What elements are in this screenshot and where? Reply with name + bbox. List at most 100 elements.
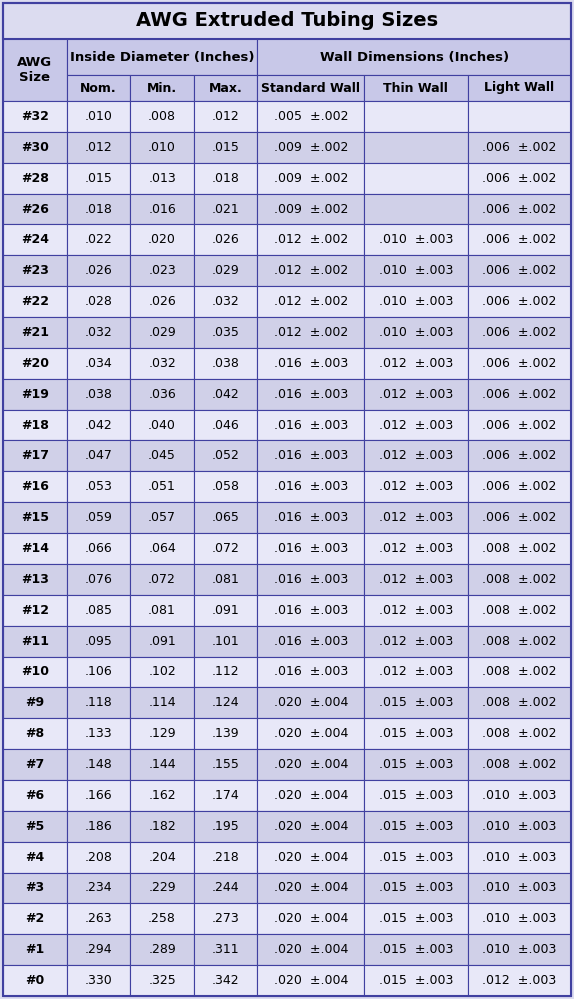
Text: .006  ±.002: .006 ±.002	[482, 357, 557, 370]
Bar	[194, 780, 258, 811]
Bar	[364, 379, 468, 410]
Bar	[130, 563, 194, 594]
Bar	[130, 472, 194, 502]
Bar	[364, 563, 468, 594]
Bar	[468, 872, 571, 903]
Text: #28: #28	[21, 172, 49, 185]
Bar	[67, 780, 130, 811]
Text: .008  ±.002: .008 ±.002	[482, 572, 557, 585]
Text: .010  ±.003: .010 ±.003	[379, 265, 453, 278]
Bar	[364, 194, 468, 225]
Bar	[130, 286, 194, 317]
Text: .064: .064	[148, 542, 176, 555]
Text: .016  ±.003: .016 ±.003	[274, 572, 348, 585]
Bar	[258, 39, 571, 75]
Bar	[194, 379, 258, 410]
Text: .229: .229	[148, 881, 176, 894]
Text: .008  ±.002: .008 ±.002	[482, 665, 557, 678]
Text: Max.: Max.	[209, 82, 243, 95]
Text: .015  ±.003: .015 ±.003	[379, 943, 453, 956]
Bar	[364, 533, 468, 563]
Text: .091: .091	[148, 634, 176, 647]
Bar	[194, 811, 258, 842]
Bar	[364, 594, 468, 625]
Text: .012  ±.003: .012 ±.003	[379, 603, 453, 616]
Text: .012  ±.003: .012 ±.003	[379, 481, 453, 494]
Bar	[258, 317, 364, 348]
Text: .118: .118	[84, 696, 113, 709]
Bar	[194, 718, 258, 749]
Text: .006  ±.002: .006 ±.002	[482, 265, 557, 278]
Text: .016  ±.003: .016 ±.003	[274, 388, 348, 401]
Bar	[364, 502, 468, 533]
Bar	[3, 656, 67, 687]
Bar	[258, 749, 364, 780]
Text: .008: .008	[148, 110, 176, 123]
Text: .010  ±.003: .010 ±.003	[482, 943, 557, 956]
Bar	[130, 410, 194, 441]
Bar	[258, 903, 364, 934]
Text: #24: #24	[21, 234, 49, 247]
Bar	[364, 132, 468, 163]
Text: .006  ±.002: .006 ±.002	[482, 234, 557, 247]
Text: .020  ±.004: .020 ±.004	[274, 974, 348, 987]
Text: .174: .174	[212, 789, 239, 802]
Text: .013: .013	[148, 172, 176, 185]
Bar	[194, 472, 258, 502]
Text: .034: .034	[84, 357, 113, 370]
Text: .038: .038	[212, 357, 239, 370]
Text: .010  ±.003: .010 ±.003	[482, 881, 557, 894]
Text: .020  ±.004: .020 ±.004	[274, 881, 348, 894]
Bar	[468, 348, 571, 379]
Bar	[3, 563, 67, 594]
Text: .010: .010	[84, 110, 113, 123]
Bar	[468, 780, 571, 811]
Text: .018: .018	[84, 203, 113, 216]
Bar	[67, 317, 130, 348]
Text: .208: .208	[84, 850, 113, 863]
Bar	[3, 965, 67, 996]
Text: .010  ±.003: .010 ±.003	[482, 850, 557, 863]
Bar	[258, 965, 364, 996]
Text: .053: .053	[84, 481, 113, 494]
Text: .133: .133	[84, 727, 113, 740]
Text: .006  ±.002: .006 ±.002	[482, 388, 557, 401]
Text: .166: .166	[84, 789, 113, 802]
Text: .015  ±.003: .015 ±.003	[379, 820, 453, 833]
Bar	[194, 903, 258, 934]
Bar	[3, 225, 67, 256]
Bar	[258, 811, 364, 842]
Bar	[67, 194, 130, 225]
Text: .289: .289	[148, 943, 176, 956]
Bar	[468, 163, 571, 194]
Bar	[364, 903, 468, 934]
Text: .081: .081	[148, 603, 176, 616]
Text: .005  ±.002: .005 ±.002	[274, 110, 348, 123]
Bar	[130, 317, 194, 348]
Text: .026: .026	[212, 234, 239, 247]
Bar	[364, 687, 468, 718]
Text: .114: .114	[148, 696, 176, 709]
Bar	[468, 811, 571, 842]
Text: .010  ±.003: .010 ±.003	[379, 295, 453, 308]
Text: .124: .124	[212, 696, 239, 709]
Text: .066: .066	[84, 542, 113, 555]
Bar	[258, 75, 364, 101]
Text: .012  ±.003: .012 ±.003	[379, 450, 453, 463]
Text: .020  ±.004: .020 ±.004	[274, 850, 348, 863]
Bar	[468, 502, 571, 533]
Text: .032: .032	[84, 326, 113, 339]
Text: .052: .052	[212, 450, 239, 463]
Text: AWG Extruded Tubing Sizes: AWG Extruded Tubing Sizes	[136, 12, 438, 31]
Bar	[67, 872, 130, 903]
Text: .234: .234	[84, 881, 113, 894]
Bar	[194, 75, 258, 101]
Bar	[194, 965, 258, 996]
Bar	[364, 348, 468, 379]
Bar	[130, 594, 194, 625]
Bar	[3, 625, 67, 656]
Bar	[258, 594, 364, 625]
Bar	[67, 286, 130, 317]
Text: .015: .015	[84, 172, 113, 185]
Bar	[364, 410, 468, 441]
